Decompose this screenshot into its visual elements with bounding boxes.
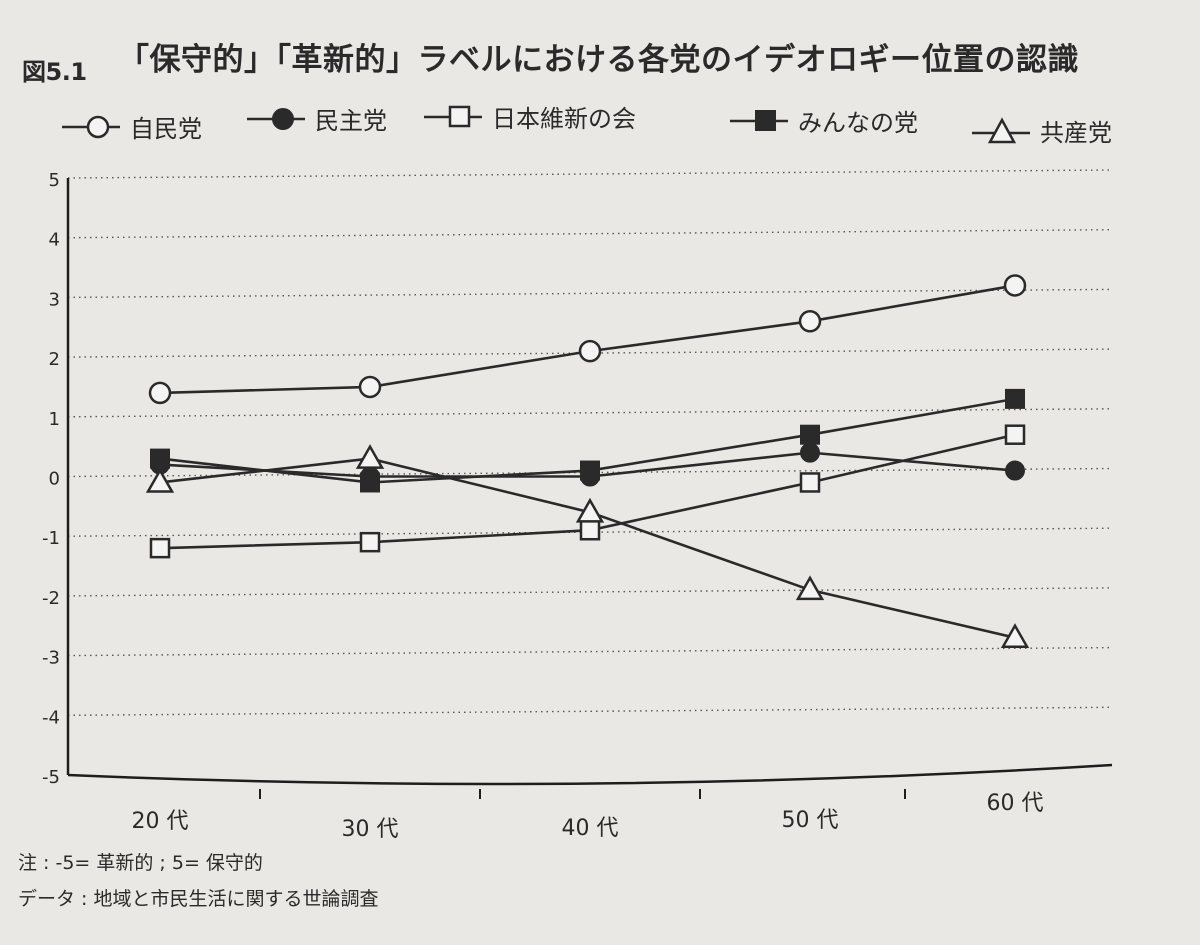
gridline [67, 408, 1113, 418]
data-point [1003, 274, 1027, 297]
gridline [67, 169, 1113, 179]
data-point [798, 310, 822, 333]
data-point [360, 472, 380, 493]
x-tick-label: 50 代 [782, 808, 839, 833]
open-square-marker-icon [424, 105, 482, 127]
legend-label: 民主党 [315, 107, 387, 135]
legend-label: 共産党 [1040, 119, 1112, 147]
data-point [358, 375, 382, 399]
gridline [67, 348, 1113, 358]
grid-lines [67, 169, 1113, 716]
filled-circle-marker-icon [247, 107, 305, 130]
gridline [67, 646, 1113, 657]
y-tick-label: 3 [49, 289, 60, 310]
data-point [359, 531, 381, 553]
legend-label: 自民党 [130, 115, 202, 143]
data-point [1004, 424, 1026, 445]
scale-note: 注 : -5= 革新的 ; 5= 保守的 [18, 852, 263, 874]
gridline [67, 527, 1113, 537]
data-point [1005, 388, 1025, 409]
open-circle-marker-icon [62, 115, 120, 138]
gridline [67, 587, 1113, 597]
data-point [800, 442, 820, 463]
y-axis-tick-labels: 5 4 3 2 1 0 -1 -2 -3 -4 -5 [42, 170, 60, 788]
y-tick-label: -2 [42, 588, 60, 609]
data-point [1005, 460, 1025, 481]
y-tick-label: 4 [49, 230, 60, 251]
data-point [150, 448, 170, 469]
data-point [800, 424, 820, 445]
x-tick-label: 30 代 [342, 817, 399, 842]
data-point [355, 444, 385, 469]
filled-square-marker-icon [730, 109, 788, 131]
y-tick-label: -1 [42, 528, 60, 549]
legend-item-minna: みんなの党 [728, 103, 918, 138]
x-axis-line [67, 763, 1113, 786]
legend-item-ldp: 自民党 [60, 109, 202, 144]
x-tick-label: 40 代 [562, 816, 619, 841]
y-tick-label: -4 [42, 707, 60, 728]
chart-legend: 自民党 民主党 日本維新の会 みんなの党 共産党 [40, 95, 1150, 155]
data-point [578, 339, 602, 363]
data-source-note: データ : 地域と市民生活に関する世論調査 [18, 888, 379, 910]
gridline [67, 229, 1113, 239]
y-tick-label: -3 [42, 648, 60, 669]
y-tick-label: 2 [49, 349, 60, 370]
legend-item-ishin: 日本維新の会 [422, 99, 636, 134]
legend-item-dpj: 民主党 [245, 101, 387, 136]
x-tick-label: 20 代 [132, 809, 189, 834]
data-point [148, 381, 172, 405]
data-point [1000, 623, 1030, 648]
data-point [149, 537, 171, 559]
legend-label: みんなの党 [798, 109, 918, 137]
data-point [799, 472, 821, 493]
y-tick-label: 1 [49, 409, 60, 430]
figure-number: 図5.1 [22, 58, 87, 86]
chart-axes [66, 178, 1113, 799]
x-tick-label: 60 代 [987, 791, 1044, 816]
data-point [580, 460, 600, 481]
open-triangle-marker-icon [972, 116, 1030, 143]
legend-item-jcp: 共産党 [970, 113, 1112, 148]
legend-label: 日本維新の会 [492, 105, 636, 133]
data-series [145, 274, 1030, 648]
series-line [159, 284, 1016, 395]
gridline [67, 467, 1113, 478]
y-tick-label: 0 [49, 469, 60, 490]
data-point [145, 467, 175, 493]
y-tick-label: -5 [42, 767, 60, 788]
y-tick-label: 5 [49, 170, 60, 191]
x-axis-tick-labels: 20 代 30 代 40 代 50 代 60 代 [132, 791, 1044, 842]
data-point [575, 497, 605, 523]
gridline [67, 706, 1113, 716]
data-point [795, 575, 825, 601]
chart-title: 「保守的」「革新的」ラベルにおける各党のイデオロギー位置の認識 [118, 42, 1079, 78]
gridline [67, 288, 1113, 299]
data-point [579, 519, 601, 541]
